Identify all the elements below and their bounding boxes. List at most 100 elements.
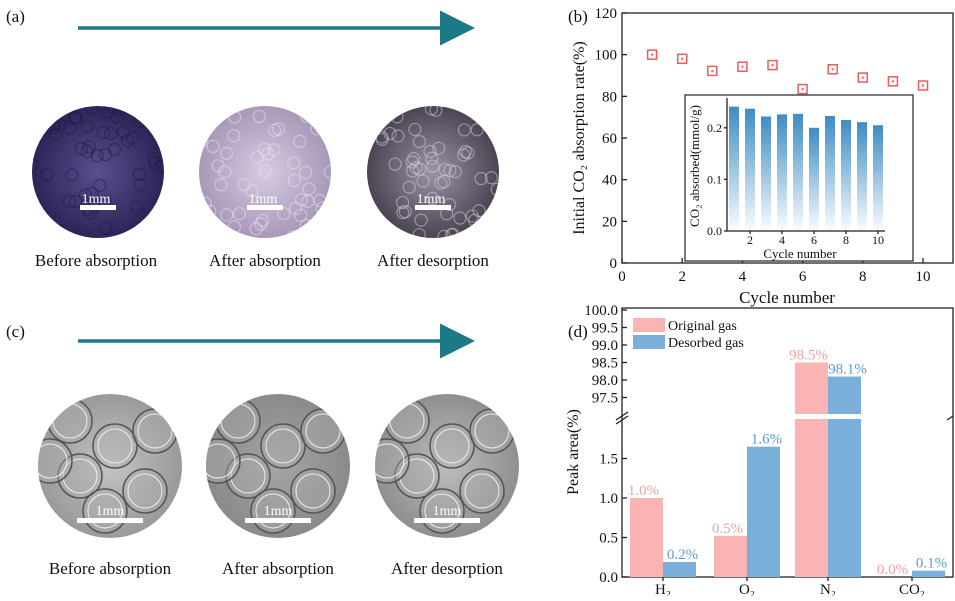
caption-a-1: Before absorption (35, 251, 158, 270)
droplet-inner (424, 493, 460, 529)
y-tick-label: 1.0 (599, 491, 618, 507)
scatter-point-dot (922, 84, 924, 87)
scale-bar (77, 518, 143, 523)
chart-b-inset-co2-absorbed: 2 4 6 8 10 0.0 0.1 0.2 Cycle number CO₂ absorbed(… (684, 94, 914, 262)
droplet (38, 438, 73, 484)
inset-bar (761, 116, 771, 231)
bead (156, 136, 164, 150)
bead (117, 125, 131, 139)
bead (65, 168, 79, 182)
scatter-point-dot (741, 65, 744, 68)
bead (277, 207, 291, 221)
inset-bar (857, 122, 867, 231)
bead (44, 106, 58, 115)
bead (448, 165, 462, 179)
bead (458, 144, 472, 159)
bead (62, 194, 76, 208)
caption-c-2: After absorption (222, 559, 334, 578)
droplet-inner (206, 443, 236, 479)
bead (104, 127, 118, 141)
y-tick-label: 0.0 (599, 570, 618, 586)
bead (258, 142, 272, 156)
caption-a-2: After absorption (209, 251, 321, 270)
bead (32, 121, 39, 135)
scatter-point-dot (861, 76, 864, 79)
axes-frame (621, 307, 954, 578)
bead (51, 224, 66, 238)
bead (474, 171, 488, 186)
y-tick-label: 0 (610, 256, 618, 272)
x-tick-label: N₂ (820, 582, 836, 596)
bead (202, 106, 217, 115)
bead (396, 195, 410, 210)
photo-a-1: 1mm (32, 106, 164, 238)
droplet-inner (62, 458, 98, 494)
bead (255, 214, 270, 228)
y-tick-label: 99.0 (592, 338, 618, 354)
bead (315, 121, 329, 136)
x-tick-label: 2 (678, 269, 686, 285)
bead (424, 106, 439, 116)
bead (412, 227, 426, 238)
bead (426, 159, 440, 173)
bead (413, 162, 427, 176)
x-tick-label: O₂ (739, 582, 755, 596)
scatter-point (767, 59, 778, 71)
bead (472, 204, 486, 218)
droplet (429, 423, 475, 469)
bar-desorbed (828, 376, 861, 577)
droplet (122, 468, 168, 514)
bead (258, 164, 272, 178)
droplet (300, 408, 346, 454)
bead (153, 220, 164, 235)
bead (154, 159, 164, 173)
x-tick-label: 8 (859, 269, 867, 285)
inset-x-tick-label: 6 (811, 233, 817, 247)
y-tick-label: 60 (602, 131, 617, 147)
bead (93, 178, 107, 192)
bead (261, 147, 275, 161)
bead (206, 139, 220, 154)
droplet (469, 408, 515, 454)
bead (199, 135, 208, 149)
bead (40, 219, 54, 233)
bead (429, 106, 443, 117)
scatter-point-dot (801, 88, 804, 91)
bead (203, 117, 217, 131)
bar-original (630, 498, 663, 577)
bead (388, 157, 402, 171)
scatter-point (827, 64, 838, 75)
y-axis-label: Peak area(%) (565, 409, 582, 495)
bead (287, 173, 301, 187)
y-tick-label: 97.5 (592, 391, 618, 407)
y-tick-label: 100 (595, 48, 618, 64)
bead (299, 165, 313, 180)
droplet-inner (127, 473, 163, 509)
bead (99, 221, 113, 235)
bead (43, 106, 57, 119)
axis-break-mark (946, 415, 954, 421)
bar-original (795, 362, 828, 577)
bead (147, 214, 161, 228)
y-tick-label: 20 (602, 214, 617, 230)
scatter-point (857, 72, 869, 83)
droplet (215, 398, 261, 444)
droplet (375, 438, 410, 484)
scale-label: 1mm (249, 192, 278, 207)
caption-c-1: Before absorption (49, 559, 172, 578)
bead (405, 164, 420, 178)
scatter-point (676, 53, 688, 65)
bead (320, 113, 331, 127)
y-tick-label: 40 (602, 173, 617, 189)
photo-c-1: 1mm (38, 394, 182, 538)
data-label: 0.5% (712, 521, 743, 537)
bead (245, 184, 259, 198)
scale-bar (414, 518, 480, 523)
droplet (260, 423, 306, 469)
bead (199, 224, 209, 238)
data-label: 0.1% (916, 556, 947, 572)
inset-x-tick-label: 4 (779, 233, 785, 247)
inset-y-tick-label: 0.2 (707, 121, 722, 135)
inset-y-tick-label: 0.1 (707, 172, 722, 186)
scale-bar (415, 205, 451, 210)
